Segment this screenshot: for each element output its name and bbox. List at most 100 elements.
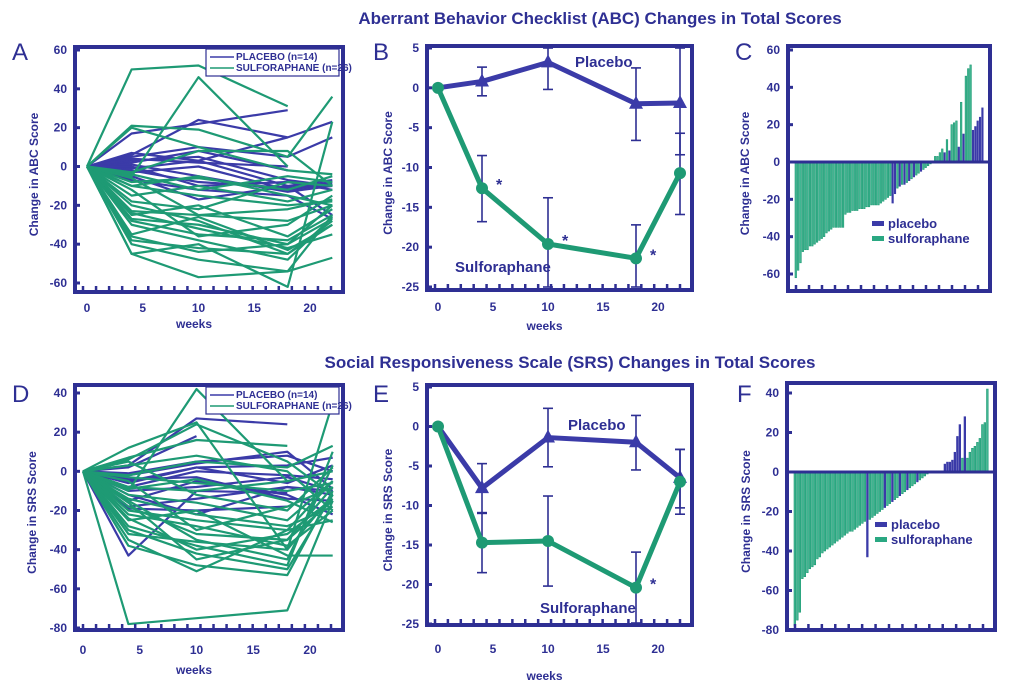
sulforaphane-data-point — [630, 581, 642, 594]
sulforaphane-bar — [825, 161, 828, 234]
sulforaphane-bar — [830, 161, 833, 230]
placebo-bar — [957, 146, 960, 163]
sulforaphane-bar — [849, 161, 852, 213]
sulforaphane-subject-line — [82, 423, 334, 496]
significance-star: * — [562, 233, 569, 250]
sulforaphane-subject-line — [86, 165, 333, 242]
legend-box — [205, 48, 340, 77]
legend-label-sulforaphane: SULFORAPHANE (n=26) — [236, 401, 352, 412]
y-tick-label: -60 — [50, 276, 68, 290]
sulforaphane-bar — [903, 471, 907, 493]
x-tick-label: 10 — [541, 300, 555, 314]
placebo-bar — [974, 126, 977, 163]
sulforaphane-bar — [846, 161, 849, 213]
sulforaphane-subject-line — [86, 126, 333, 176]
y-tick-label: 5 — [412, 41, 419, 55]
significance-star: * — [496, 177, 503, 194]
sulforaphane-bar — [813, 161, 816, 245]
sulforaphane-bar — [879, 161, 882, 204]
sulforaphane-subject-line — [82, 454, 334, 512]
sulforaphane-bar — [796, 471, 799, 621]
sulforaphane-bar — [881, 471, 884, 510]
sulforaphane-bar — [797, 161, 800, 271]
placebo-bar — [948, 150, 951, 163]
series-group — [86, 64, 334, 288]
y-tick-label: -60 — [50, 582, 68, 596]
sulforaphane-bar — [878, 471, 882, 512]
x-tick-label: 15 — [248, 301, 262, 315]
sulforaphane-bar — [871, 471, 874, 518]
sulforaphane-bar — [917, 161, 920, 174]
plot-frame — [73, 45, 345, 294]
sulforaphane-subject-line — [82, 438, 288, 473]
sulforaphane-bar — [901, 161, 904, 185]
x-tick-label: 20 — [651, 642, 665, 656]
sulforaphane-bar — [808, 161, 812, 247]
sulforaphane-annotation: Sulforaphane — [540, 600, 636, 617]
placebo-data-point — [629, 95, 643, 109]
sulforaphane-subject-line — [82, 470, 334, 547]
sulforaphane-data-point — [432, 420, 444, 433]
sulforaphane-data-point — [674, 475, 686, 488]
y-tick-label: -40 — [763, 230, 781, 244]
panel-letter: D — [12, 381, 29, 408]
sulforaphane-bar — [872, 161, 875, 206]
sulforaphane-bar — [838, 471, 842, 540]
sulforaphane-bar — [886, 471, 889, 506]
x-tick-label: 10 — [541, 642, 555, 656]
legend-swatch-sulforaphane — [872, 236, 884, 241]
sulforaphane-data-point — [476, 536, 488, 549]
sulforaphane-bar — [823, 471, 827, 552]
sulforaphane-bar — [893, 471, 897, 500]
placebo-series — [435, 407, 687, 515]
y-tick-label: 40 — [54, 82, 68, 96]
sulforaphane-bar — [978, 438, 982, 473]
sulforaphane-bar — [867, 161, 871, 208]
plot-frame — [785, 381, 997, 632]
sulforaphane-bar — [896, 471, 899, 498]
sulforaphane-series: * * * — [432, 81, 686, 288]
y-tick-label: 20 — [54, 425, 68, 439]
sulforaphane-bar — [813, 471, 817, 566]
sulforaphane-bar — [833, 471, 837, 544]
sulforaphane-bar — [971, 447, 974, 473]
sulforaphane-bar — [876, 471, 879, 514]
placebo-bar — [976, 120, 979, 163]
sulforaphane-bar — [853, 161, 856, 211]
sulforaphane-bar — [793, 471, 797, 627]
sulforaphane-bar — [908, 471, 912, 489]
panel-b: * * * B 5 0 -5 -10 -15 -20 -25 Change in ABC Score 0… — [373, 39, 694, 333]
legend-box — [205, 386, 340, 415]
sulforaphane-subject-line — [86, 165, 333, 238]
sulforaphane-bar — [826, 471, 829, 550]
panel-letter: C — [735, 39, 752, 66]
sulforaphane-bar — [839, 161, 842, 228]
sulforaphane-bar — [952, 122, 956, 163]
sulforaphane-bar — [910, 161, 913, 180]
placebo-bar — [971, 129, 975, 163]
sulforaphane-bar — [806, 161, 809, 251]
y-tick-label: 20 — [54, 121, 68, 135]
x-tick-label: 5 — [490, 642, 497, 656]
abc-section-title: Aberrant Behavior Checklist (ABC) Change… — [358, 9, 841, 28]
plot-frame — [786, 44, 992, 293]
sulforaphane-data-point — [432, 81, 444, 94]
y-tick-label: -5 — [408, 459, 419, 473]
panel-letter: F — [737, 381, 752, 408]
sulforaphane-bar — [856, 471, 859, 528]
sulforaphane-bar — [905, 161, 908, 183]
y-tick-label: 60 — [54, 43, 68, 57]
legend: PLACEBO (n=14)SULFORAPHANE (n=26) — [205, 48, 352, 77]
x-tick-label: 15 — [247, 643, 261, 657]
sulforaphane-bar — [868, 471, 872, 520]
legend: PLACEBO (n=14)SULFORAPHANE (n=26) — [205, 386, 352, 415]
placebo-bar — [893, 161, 897, 195]
sulforaphane-data-point — [674, 167, 686, 180]
y-axis-label: Change in SRS Score — [381, 448, 395, 571]
sulforaphane-bar — [823, 161, 826, 237]
placebo-series — [437, 47, 687, 156]
x-tick-label: 0 — [435, 300, 442, 314]
placebo-bar — [883, 471, 887, 508]
y-tick-label: 40 — [54, 386, 68, 400]
y-axis-label: Change in ABC Score — [27, 112, 41, 236]
